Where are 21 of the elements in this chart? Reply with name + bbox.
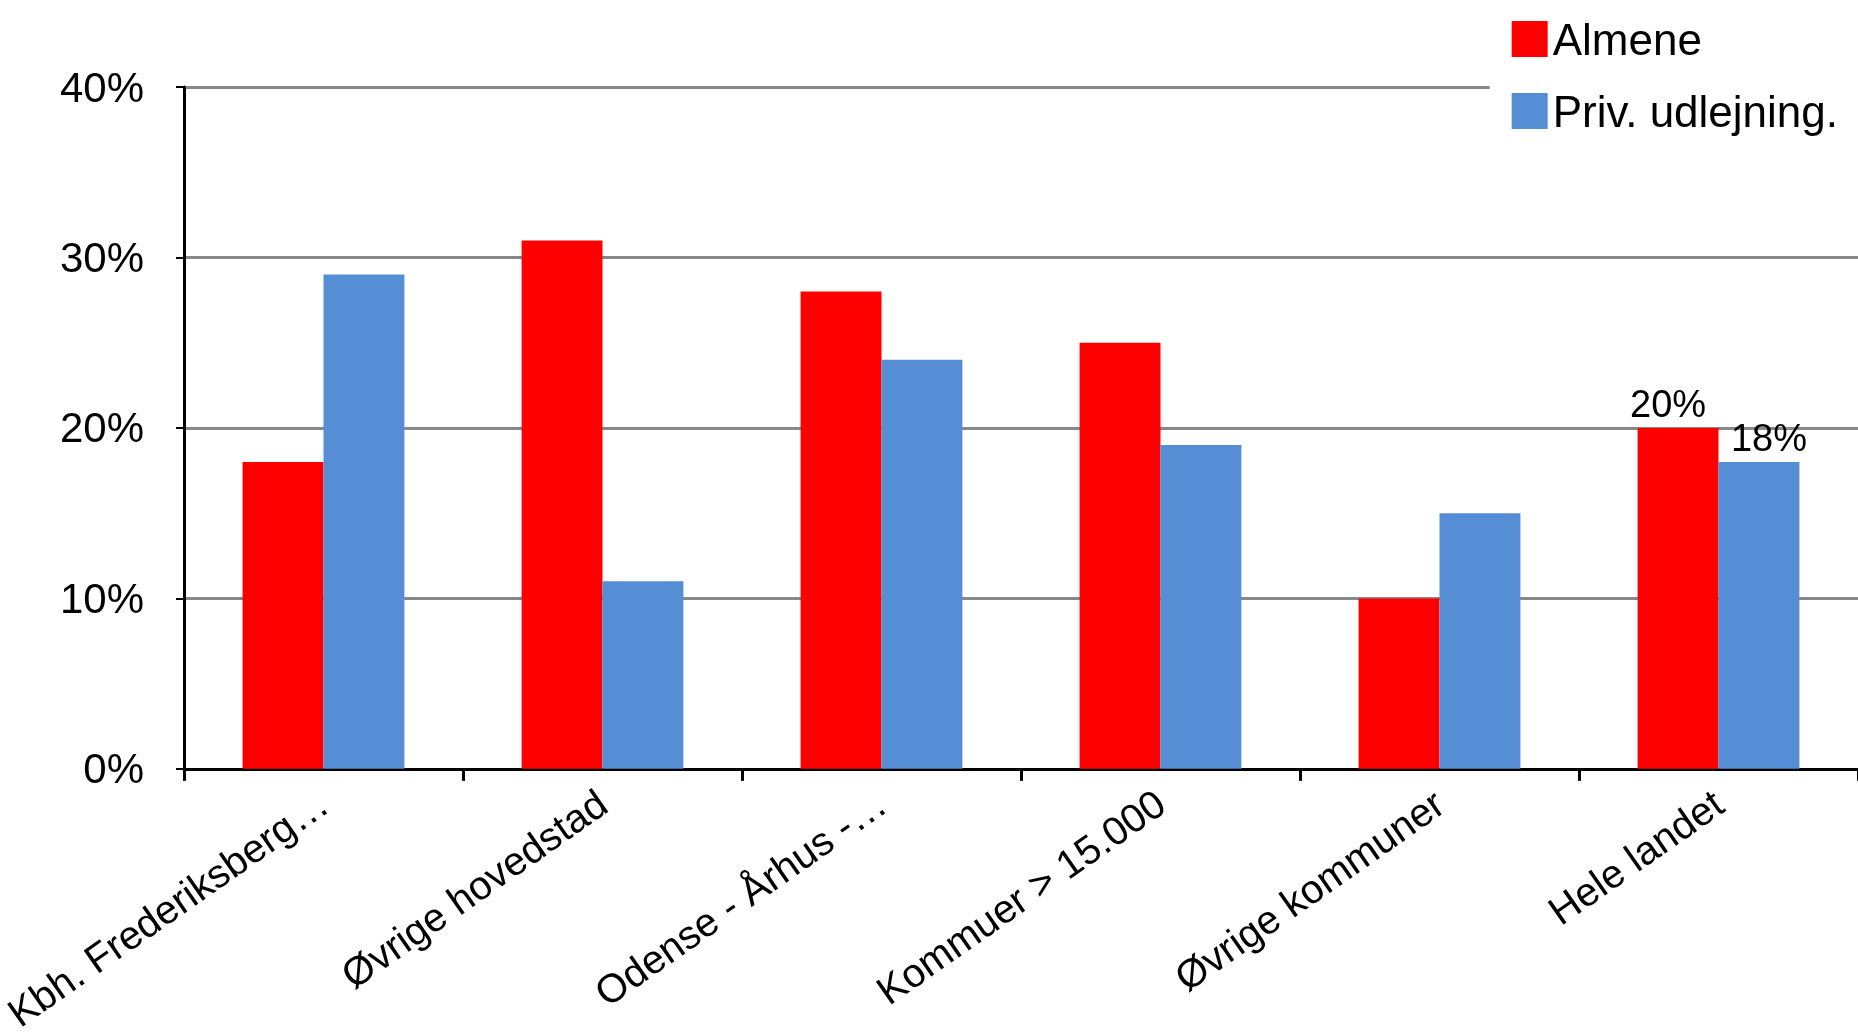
bar <box>242 462 324 769</box>
bar <box>1439 513 1521 769</box>
y-tick-label: 0% <box>83 745 144 793</box>
legend-label: Almene <box>1552 14 1702 64</box>
bar <box>1160 444 1242 769</box>
bar <box>881 359 963 769</box>
y-tick-label: 40% <box>59 63 144 111</box>
bar <box>521 240 603 769</box>
bar <box>1718 462 1800 769</box>
bar <box>1358 598 1440 769</box>
bar <box>1637 427 1719 769</box>
y-tick-label: 30% <box>59 233 144 281</box>
data-label: 18% <box>1730 417 1807 460</box>
bar <box>323 274 405 769</box>
legend-label: Priv. udlejning. <box>1552 86 1839 136</box>
bar <box>1079 342 1161 769</box>
y-tick-label: 10% <box>59 574 144 622</box>
data-label: 20% <box>1630 382 1707 425</box>
bar <box>800 291 882 769</box>
bar <box>602 581 684 769</box>
y-tick-label: 20% <box>59 404 144 452</box>
